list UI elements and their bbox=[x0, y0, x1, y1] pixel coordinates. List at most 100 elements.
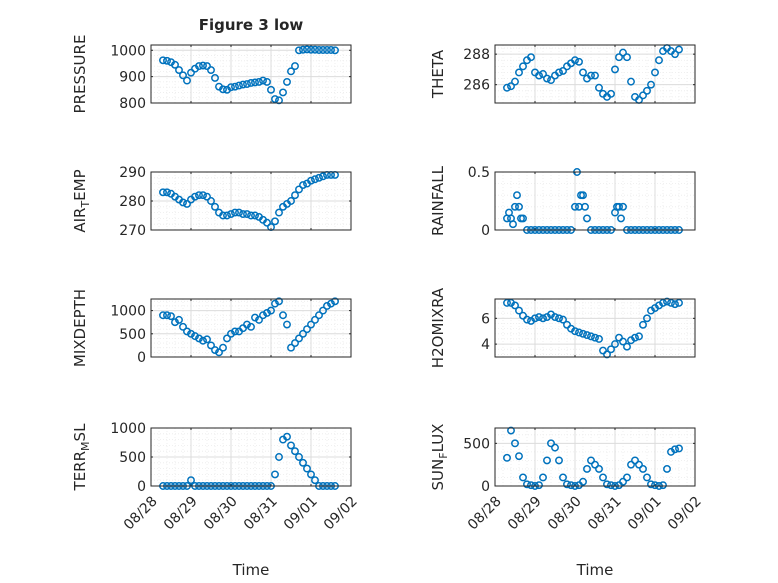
data-point bbox=[171, 318, 179, 327]
data-point bbox=[159, 311, 167, 320]
data-point bbox=[283, 432, 291, 441]
data-point bbox=[513, 191, 521, 200]
data-point bbox=[583, 331, 591, 340]
data-point bbox=[607, 345, 615, 354]
data-point bbox=[319, 306, 327, 315]
data-point bbox=[627, 460, 635, 469]
y-tick-label: 0 bbox=[137, 479, 146, 495]
data-point bbox=[571, 56, 579, 65]
data-point bbox=[211, 202, 219, 211]
data-point bbox=[323, 302, 331, 310]
data-point bbox=[267, 306, 275, 315]
y-axis-label: PRESSURE bbox=[71, 35, 89, 114]
data-point bbox=[635, 460, 643, 469]
data-point bbox=[659, 481, 667, 490]
data-point bbox=[503, 298, 511, 307]
data-point bbox=[671, 50, 679, 59]
data-point bbox=[247, 322, 255, 331]
data-point bbox=[263, 308, 271, 317]
data-point bbox=[675, 444, 683, 453]
data-point bbox=[163, 188, 171, 197]
data-point bbox=[231, 327, 239, 336]
data-point bbox=[515, 452, 523, 461]
data-point bbox=[319, 46, 327, 54]
axes-box bbox=[494, 171, 696, 231]
y-tick-label: 280 bbox=[119, 194, 146, 210]
data-point bbox=[247, 211, 255, 220]
data-point bbox=[603, 350, 611, 359]
data-point bbox=[631, 333, 639, 342]
y-tick-label: 0.5 bbox=[468, 165, 490, 181]
data-point bbox=[195, 191, 203, 200]
data-point bbox=[623, 53, 631, 62]
data-markers bbox=[503, 297, 683, 359]
data-point bbox=[539, 473, 547, 482]
minor-grid bbox=[495, 172, 695, 230]
data-point bbox=[199, 191, 207, 200]
data-point bbox=[515, 306, 523, 315]
data-point bbox=[199, 61, 207, 70]
data-point bbox=[583, 214, 591, 223]
data-point bbox=[239, 210, 247, 219]
y-tick-label: 0 bbox=[481, 479, 490, 495]
data-point bbox=[255, 77, 263, 86]
y-axis-label-rest: LUX bbox=[429, 424, 447, 453]
data-point bbox=[219, 85, 227, 94]
data-point bbox=[523, 480, 531, 489]
data-point bbox=[551, 443, 559, 452]
data-point bbox=[655, 56, 663, 65]
data-point bbox=[251, 313, 259, 322]
y-tick-label: 288 bbox=[463, 47, 490, 63]
data-point bbox=[291, 447, 299, 456]
data-point bbox=[315, 46, 323, 54]
data-point bbox=[647, 480, 655, 489]
axes-box bbox=[494, 427, 696, 487]
data-point bbox=[171, 60, 179, 69]
data-point bbox=[531, 314, 539, 323]
data-point bbox=[539, 70, 547, 78]
data-point bbox=[263, 77, 271, 86]
data-point bbox=[295, 334, 303, 343]
data-point bbox=[523, 315, 531, 324]
y-axis-label: THETA bbox=[429, 49, 447, 99]
data-point bbox=[547, 76, 555, 85]
y-axis-label-rest: SL bbox=[71, 423, 89, 442]
data-point bbox=[519, 473, 527, 482]
data-point bbox=[639, 464, 647, 473]
plot-area bbox=[495, 428, 695, 486]
data-point bbox=[199, 336, 207, 345]
data-point bbox=[331, 46, 339, 55]
y-tick-label: 800 bbox=[119, 96, 146, 112]
data-point bbox=[243, 320, 251, 329]
data-point bbox=[219, 343, 227, 352]
data-point bbox=[227, 83, 235, 92]
data-point bbox=[663, 464, 671, 473]
data-point bbox=[643, 473, 651, 482]
data-point bbox=[227, 210, 235, 219]
data-point bbox=[295, 453, 303, 461]
data-point bbox=[619, 48, 627, 57]
data-point bbox=[275, 297, 283, 306]
data-point bbox=[327, 46, 335, 54]
data-point bbox=[507, 82, 515, 91]
data-point bbox=[287, 441, 295, 450]
data-point bbox=[211, 74, 219, 82]
data-point bbox=[671, 300, 679, 309]
data-markers bbox=[503, 426, 683, 490]
data-point bbox=[315, 173, 323, 182]
data-point bbox=[179, 198, 187, 207]
y-axis-label-main: SUN bbox=[429, 459, 447, 491]
data-point bbox=[627, 77, 635, 86]
data-point bbox=[179, 322, 187, 331]
data-point bbox=[555, 314, 563, 323]
data-point bbox=[583, 464, 591, 473]
data-point bbox=[203, 62, 211, 71]
data-point bbox=[519, 214, 527, 223]
data-point bbox=[607, 89, 615, 98]
data-point bbox=[299, 181, 307, 190]
data-point bbox=[617, 214, 625, 223]
data-point bbox=[287, 67, 295, 76]
data-point bbox=[639, 320, 647, 329]
y-tick-label: 270 bbox=[119, 223, 146, 239]
